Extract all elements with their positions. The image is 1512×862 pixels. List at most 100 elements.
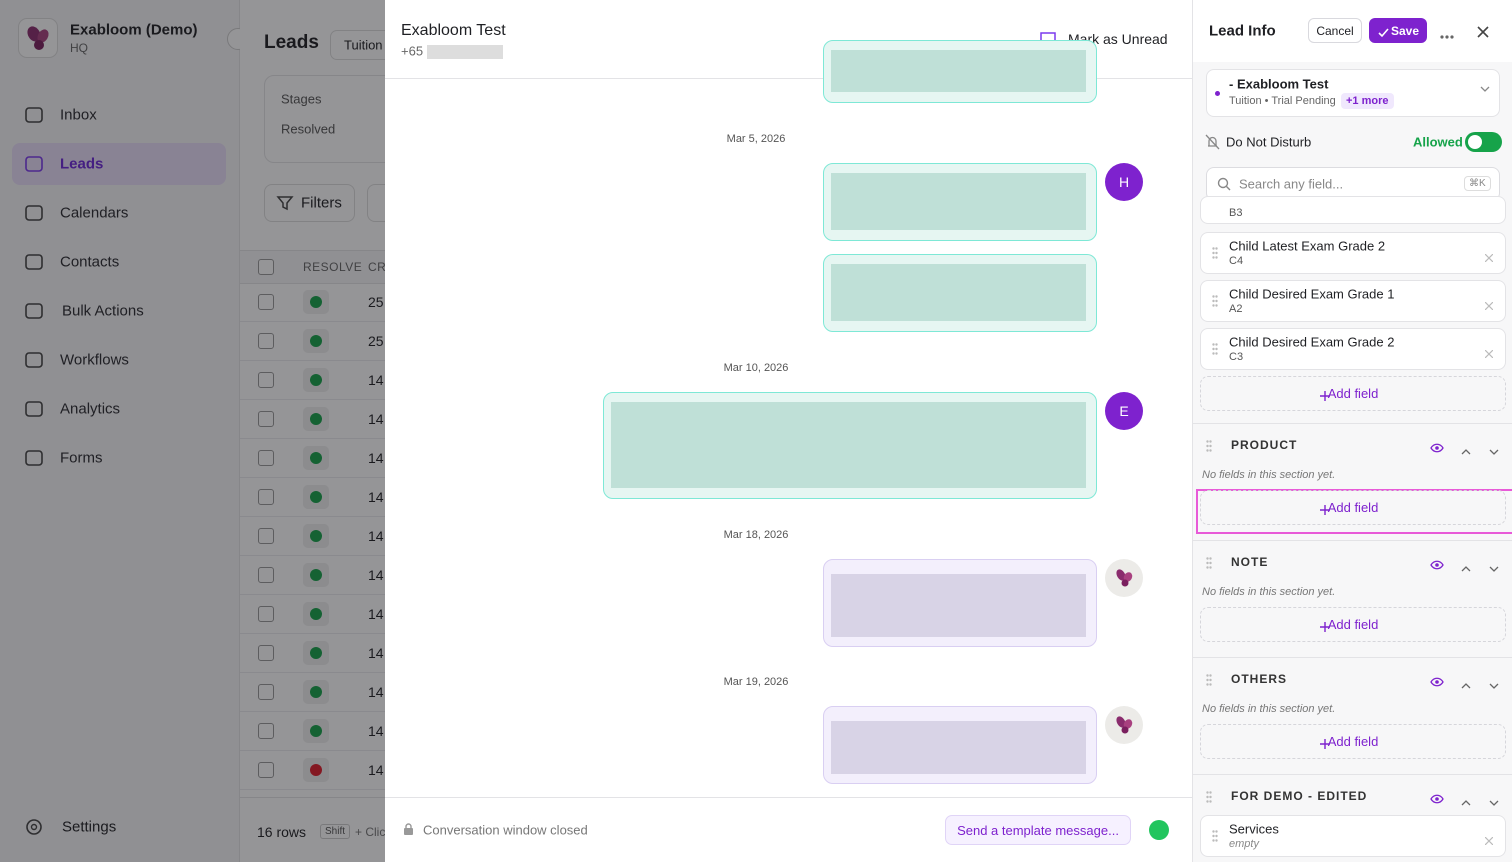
row-line — [240, 594, 385, 595]
phone-redaction — [427, 45, 503, 59]
field-card[interactable] — [1200, 280, 1506, 322]
template-button[interactable]: Send a template message... — [945, 815, 1131, 845]
leads-title: Leads — [264, 32, 319, 53]
nav-item[interactable]: Leads — [60, 155, 104, 173]
lock-icon-svg — [404, 823, 413, 835]
filter-icon — [276, 194, 294, 212]
bell-off-icon-svg — [1205, 134, 1220, 150]
checkbox[interactable] — [258, 567, 274, 583]
settings[interactable]: Settings — [62, 818, 117, 836]
down-icon-svg — [1489, 800, 1499, 806]
eye-icon — [1430, 557, 1444, 570]
up-icon-svg — [1461, 566, 1471, 572]
down-icon — [1489, 442, 1499, 455]
checkbox[interactable] — [258, 411, 274, 427]
message-redaction — [831, 264, 1086, 321]
checkbox[interactable] — [258, 723, 274, 739]
status-dot — [310, 530, 322, 542]
status-dot — [310, 764, 322, 776]
logo-mark — [24, 24, 52, 52]
nav-item[interactable]: Forms — [60, 449, 103, 467]
add-field[interactable]: Add field — [1200, 490, 1506, 525]
row-line — [240, 555, 385, 556]
row-line — [240, 399, 385, 400]
drag-handle-svg — [1212, 343, 1218, 355]
field-value: A2 — [1229, 303, 1243, 315]
settings-icon — [24, 817, 44, 837]
add-field[interactable]: Add field — [1200, 376, 1506, 411]
toolbar-button[interactable] — [367, 184, 385, 222]
nav-icon — [24, 203, 44, 223]
drag-handle-svg — [1206, 674, 1212, 686]
workspace-subtitle: HQ — [70, 41, 88, 55]
field-value: C3 — [1229, 351, 1244, 363]
add-field[interactable]: Add field — [1200, 724, 1506, 759]
nav-item[interactable]: Analytics — [60, 400, 121, 418]
checkbox[interactable] — [258, 684, 274, 700]
nav-item[interactable]: Inbox — [60, 106, 97, 124]
eye-icon — [1430, 440, 1444, 453]
info-header — [1193, 0, 1512, 62]
plus-icon-svg — [1320, 391, 1330, 401]
checkbox[interactable] — [258, 645, 274, 661]
row-line — [240, 321, 385, 322]
checkbox[interactable] — [258, 528, 274, 544]
message-redaction — [831, 173, 1086, 230]
checkbox[interactable] — [258, 294, 274, 310]
save-button[interactable]: Save — [1369, 18, 1427, 43]
search-icon — [1217, 177, 1231, 191]
lock-icon — [403, 823, 414, 836]
status-dot — [310, 725, 322, 737]
plus-icon — [1320, 619, 1330, 632]
eye-icon — [1430, 674, 1444, 687]
chat-panel: Exabloom Test +65 Mark as Unread Mar 5, 202… — [385, 0, 1192, 862]
leads-view: Leads Tuition Stages Resolved Filters RESOLVE… — [240, 0, 385, 862]
chevron — [1480, 79, 1490, 92]
drag-handle — [1206, 556, 1212, 569]
checkbox[interactable] — [258, 762, 274, 778]
checkbox[interactable] — [258, 333, 274, 349]
created-cell: 25 — [368, 294, 384, 310]
checkbox[interactable] — [258, 489, 274, 505]
nav-item[interactable]: Calendars — [60, 204, 129, 222]
bell-off-icon — [1205, 134, 1220, 150]
field-card[interactable] — [1200, 815, 1506, 857]
chevron-svg — [1480, 86, 1490, 92]
created-cell: 14 — [368, 372, 384, 388]
status-dot — [310, 647, 322, 659]
created-cell: 14 — [368, 489, 384, 505]
check-icon-svg — [1378, 28, 1389, 38]
checkbox[interactable] — [258, 372, 274, 388]
bot-logo — [1114, 715, 1134, 735]
plus-icon-svg — [1320, 622, 1330, 632]
kbd: Shift — [320, 824, 351, 839]
down-icon — [1489, 793, 1499, 806]
nav-item[interactable]: Workflows — [60, 351, 129, 369]
check-icon — [1378, 25, 1389, 38]
created-cell: 14 — [368, 684, 384, 700]
section-divider — [1193, 774, 1512, 775]
drag-handle-svg — [1206, 791, 1212, 803]
header-border — [385, 78, 1192, 79]
plus-icon-svg — [1320, 505, 1330, 515]
eye-icon-svg — [1430, 443, 1444, 453]
checkbox[interactable] — [258, 606, 274, 622]
nav-item[interactable]: Contacts — [60, 253, 120, 271]
tab-button[interactable] — [330, 30, 385, 60]
up-icon — [1461, 676, 1471, 689]
overlay[interactable] — [0, 0, 385, 862]
cancel-button[interactable]: Cancel — [1308, 18, 1362, 43]
nav-item[interactable]: Bulk Actions — [62, 302, 144, 320]
drag-handle-svg — [1206, 557, 1212, 569]
drag-handle-svg — [1206, 440, 1212, 452]
contact-tags: Tuition • Trial Pending — [1229, 95, 1336, 107]
row-line — [240, 360, 385, 361]
filters-button[interactable] — [264, 184, 355, 222]
row-line — [240, 750, 385, 751]
add-field[interactable]: Add field — [1200, 607, 1506, 642]
field-card[interactable] — [1200, 328, 1506, 370]
field-card[interactable] — [1200, 232, 1506, 274]
checkbox[interactable] — [258, 259, 274, 275]
checkbox[interactable] — [258, 450, 274, 466]
plus-icon — [1320, 388, 1330, 401]
